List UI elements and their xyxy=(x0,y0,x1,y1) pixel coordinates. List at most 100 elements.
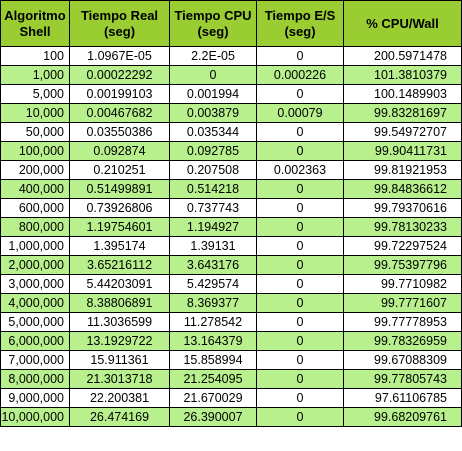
cell-real-time: 0.51499891 xyxy=(70,180,170,199)
cell-io-time: 0 xyxy=(257,47,344,66)
cell-cpu-wall-percent: 97.61106785 xyxy=(344,389,462,408)
cell-io-time: 0 xyxy=(257,256,344,275)
cell-cpu-wall-percent: 99.78326959 xyxy=(344,332,462,351)
cell-size: 400,000 xyxy=(1,180,70,199)
cell-cpu-time: 21.254095 xyxy=(170,370,257,389)
cell-real-time: 21.3013718 xyxy=(70,370,170,389)
cell-cpu-time: 0.737743 xyxy=(170,199,257,218)
cell-cpu-wall-percent: 99.79370616 xyxy=(344,199,462,218)
cell-size: 9,000,000 xyxy=(1,389,70,408)
table-row: 800,000 1.19754601 1.194927 0 99.78130233 xyxy=(1,218,462,237)
cell-cpu-time: 8.369377 xyxy=(170,294,257,313)
cell-cpu-time: 15.858994 xyxy=(170,351,257,370)
table-row: 6,000,000 13.1929722 13.164379 0 99.78326959 xyxy=(1,332,462,351)
cell-cpu-wall-percent: 99.68209761 xyxy=(344,408,462,427)
cell-io-time: 0 xyxy=(257,332,344,351)
cell-io-time: 0 xyxy=(257,218,344,237)
cell-real-time: 0.00022292 xyxy=(70,66,170,85)
cell-cpu-wall-percent: 99.84836612 xyxy=(344,180,462,199)
cell-io-time: 0.00079 xyxy=(257,104,344,123)
cell-io-time: 0 xyxy=(257,370,344,389)
cell-io-time: 0 xyxy=(257,408,344,427)
table-row: 3,000,000 5.44203091 5.429574 0 99.7710982 xyxy=(1,275,462,294)
cell-cpu-time: 5.429574 xyxy=(170,275,257,294)
cell-io-time: 0 xyxy=(257,294,344,313)
cell-cpu-time: 3.643176 xyxy=(170,256,257,275)
table-row: 10,000,000 26.474169 26.390007 0 99.68209761 xyxy=(1,408,462,427)
header-algorithm-shell: Algoritmo Shell xyxy=(1,1,70,47)
cell-cpu-wall-percent: 99.7771607 xyxy=(344,294,462,313)
table-row: 1,000 0.00022292 0 0.000226 101.3810379 xyxy=(1,66,462,85)
header-row: Algoritmo Shell Tiempo Real (seg) Tiempo… xyxy=(1,1,462,47)
cell-cpu-time: 0.001994 xyxy=(170,85,257,104)
cell-size: 3,000,000 xyxy=(1,275,70,294)
cell-cpu-wall-percent: 99.75397796 xyxy=(344,256,462,275)
cell-io-time: 0 xyxy=(257,275,344,294)
cell-cpu-wall-percent: 99.72297524 xyxy=(344,237,462,256)
cell-io-time: 0 xyxy=(257,351,344,370)
cell-real-time: 8.38806891 xyxy=(70,294,170,313)
cell-io-time: 0 xyxy=(257,123,344,142)
cell-cpu-time: 0.003879 xyxy=(170,104,257,123)
table-body: 100 1.0967E-05 2.2E-05 0 200.5971478 1,000 0.0… xyxy=(1,47,462,427)
cell-real-time: 1.19754601 xyxy=(70,218,170,237)
cell-cpu-time: 1.39131 xyxy=(170,237,257,256)
cell-cpu-time: 11.278542 xyxy=(170,313,257,332)
header-io-time: Tiempo E/S (seg) xyxy=(257,1,344,47)
cell-cpu-time: 1.194927 xyxy=(170,218,257,237)
table-row: 10,000 0.00467682 0.003879 0.00079 99.832816… xyxy=(1,104,462,123)
cell-real-time: 13.1929722 xyxy=(70,332,170,351)
cell-real-time: 15.911361 xyxy=(70,351,170,370)
cell-real-time: 0.210251 xyxy=(70,161,170,180)
cell-io-time: 0 xyxy=(257,389,344,408)
cell-cpu-time: 0 xyxy=(170,66,257,85)
cell-io-time: 0 xyxy=(257,85,344,104)
cell-cpu-time: 0.035344 xyxy=(170,123,257,142)
cell-size: 800,000 xyxy=(1,218,70,237)
cell-real-time: 0.03550386 xyxy=(70,123,170,142)
table-row: 7,000,000 15.911361 15.858994 0 99.67088309 xyxy=(1,351,462,370)
table-row: 50,000 0.03550386 0.035344 0 99.54972707 xyxy=(1,123,462,142)
cell-cpu-wall-percent: 99.54972707 xyxy=(344,123,462,142)
table-row: 2,000,000 3.65216112 3.643176 0 99.75397796 xyxy=(1,256,462,275)
cell-size: 10,000,000 xyxy=(1,408,70,427)
cell-real-time: 1.0967E-05 xyxy=(70,47,170,66)
cell-size: 5,000,000 xyxy=(1,313,70,332)
table-row: 8,000,000 21.3013718 21.254095 0 99.77805743 xyxy=(1,370,462,389)
table-row: 600,000 0.73926806 0.737743 0 99.79370616 xyxy=(1,199,462,218)
cell-cpu-wall-percent: 99.77778953 xyxy=(344,313,462,332)
cell-io-time: 0 xyxy=(257,142,344,161)
cell-real-time: 26.474169 xyxy=(70,408,170,427)
table-row: 9,000,000 22.200381 21.670029 0 97.61106785 xyxy=(1,389,462,408)
cell-cpu-time: 0.207508 xyxy=(170,161,257,180)
cell-real-time: 0.00467682 xyxy=(70,104,170,123)
cell-cpu-time: 21.670029 xyxy=(170,389,257,408)
cell-real-time: 0.092874 xyxy=(70,142,170,161)
cell-size: 1,000,000 xyxy=(1,237,70,256)
cell-size: 200,000 xyxy=(1,161,70,180)
cell-cpu-wall-percent: 99.77805743 xyxy=(344,370,462,389)
cell-real-time: 1.395174 xyxy=(70,237,170,256)
cell-cpu-time: 2.2E-05 xyxy=(170,47,257,66)
cell-real-time: 0.00199103 xyxy=(70,85,170,104)
cell-size: 8,000,000 xyxy=(1,370,70,389)
cell-real-time: 3.65216112 xyxy=(70,256,170,275)
cell-size: 2,000,000 xyxy=(1,256,70,275)
header-cpu-wall-percent: % CPU/Wall xyxy=(344,1,462,47)
table-row: 5,000,000 11.3036599 11.278542 0 99.77778953 xyxy=(1,313,462,332)
table-row: 400,000 0.51499891 0.514218 0 99.84836612 xyxy=(1,180,462,199)
cell-io-time: 0.000226 xyxy=(257,66,344,85)
cell-cpu-wall-percent: 100.1489903 xyxy=(344,85,462,104)
cell-cpu-time: 0.514218 xyxy=(170,180,257,199)
cell-io-time: 0 xyxy=(257,180,344,199)
cell-size: 10,000 xyxy=(1,104,70,123)
cell-real-time: 0.73926806 xyxy=(70,199,170,218)
cell-cpu-wall-percent: 99.83281697 xyxy=(344,104,462,123)
cell-size: 1,000 xyxy=(1,66,70,85)
cell-cpu-wall-percent: 99.7710982 xyxy=(344,275,462,294)
cell-size: 600,000 xyxy=(1,199,70,218)
results-table: Algoritmo Shell Tiempo Real (seg) Tiempo… xyxy=(0,0,462,427)
header-real-time: Tiempo Real (seg) xyxy=(70,1,170,47)
cell-io-time: 0 xyxy=(257,237,344,256)
cell-cpu-time: 0.092785 xyxy=(170,142,257,161)
